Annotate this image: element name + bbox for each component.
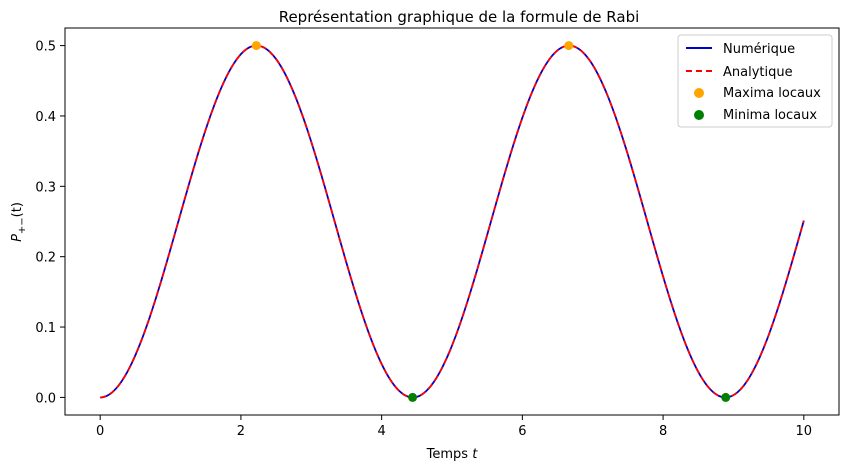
x-tick-label: 8 [659, 424, 667, 439]
x-axis-label: Temps t [426, 447, 479, 462]
series-line-numerique [100, 44, 805, 399]
legend-label-minima: Minima locaux [723, 108, 817, 123]
y-tick-label: 0.5 [35, 40, 56, 55]
y-tick-label: 0.0 [35, 391, 56, 406]
minima-point [721, 392, 731, 402]
y-axis-label-main: P [10, 234, 25, 242]
x-tick-label: 2 [237, 424, 245, 439]
y-axis-label-arg: (t) [10, 202, 25, 217]
legend: Numérique Analytique Maxima locaux Minim… [677, 34, 833, 128]
y-tick-label: 0.3 [35, 180, 56, 195]
legend-label-analytique: Analytique [723, 65, 793, 80]
legend-label-numerique: Numérique [723, 42, 795, 57]
y-axis-label: P+−(t) [10, 202, 28, 242]
x-tick-label: 0 [96, 424, 104, 439]
y-tick-label: 0.2 [35, 251, 56, 266]
x-axis-label-text: Temps [426, 447, 473, 462]
y-tick-label: 0.4 [35, 110, 56, 125]
legend-label-maxima: Maxima locaux [723, 86, 821, 101]
legend-swatch-maxima [694, 88, 704, 98]
chart-title: Représentation graphique de la formule d… [279, 8, 640, 26]
x-tick-label: 10 [796, 424, 813, 439]
x-tick-label: 4 [377, 424, 385, 439]
minima-point [408, 392, 418, 402]
maxima-point [564, 41, 574, 51]
x-tick-label: 6 [518, 424, 526, 439]
series-lines [100, 44, 805, 399]
x-axis-label-var: t [472, 447, 478, 462]
y-tick-label: 0.1 [35, 321, 56, 336]
maxima-point [251, 41, 261, 51]
y-axis-label-sub: +− [17, 217, 28, 234]
x-axis: 0 2 4 6 8 10 [96, 415, 812, 439]
y-axis: 0.0 0.1 0.2 0.3 0.4 0.5 [35, 40, 65, 406]
legend-swatch-minima [694, 110, 704, 120]
legend-box [677, 34, 833, 128]
extrema-points [251, 41, 731, 402]
